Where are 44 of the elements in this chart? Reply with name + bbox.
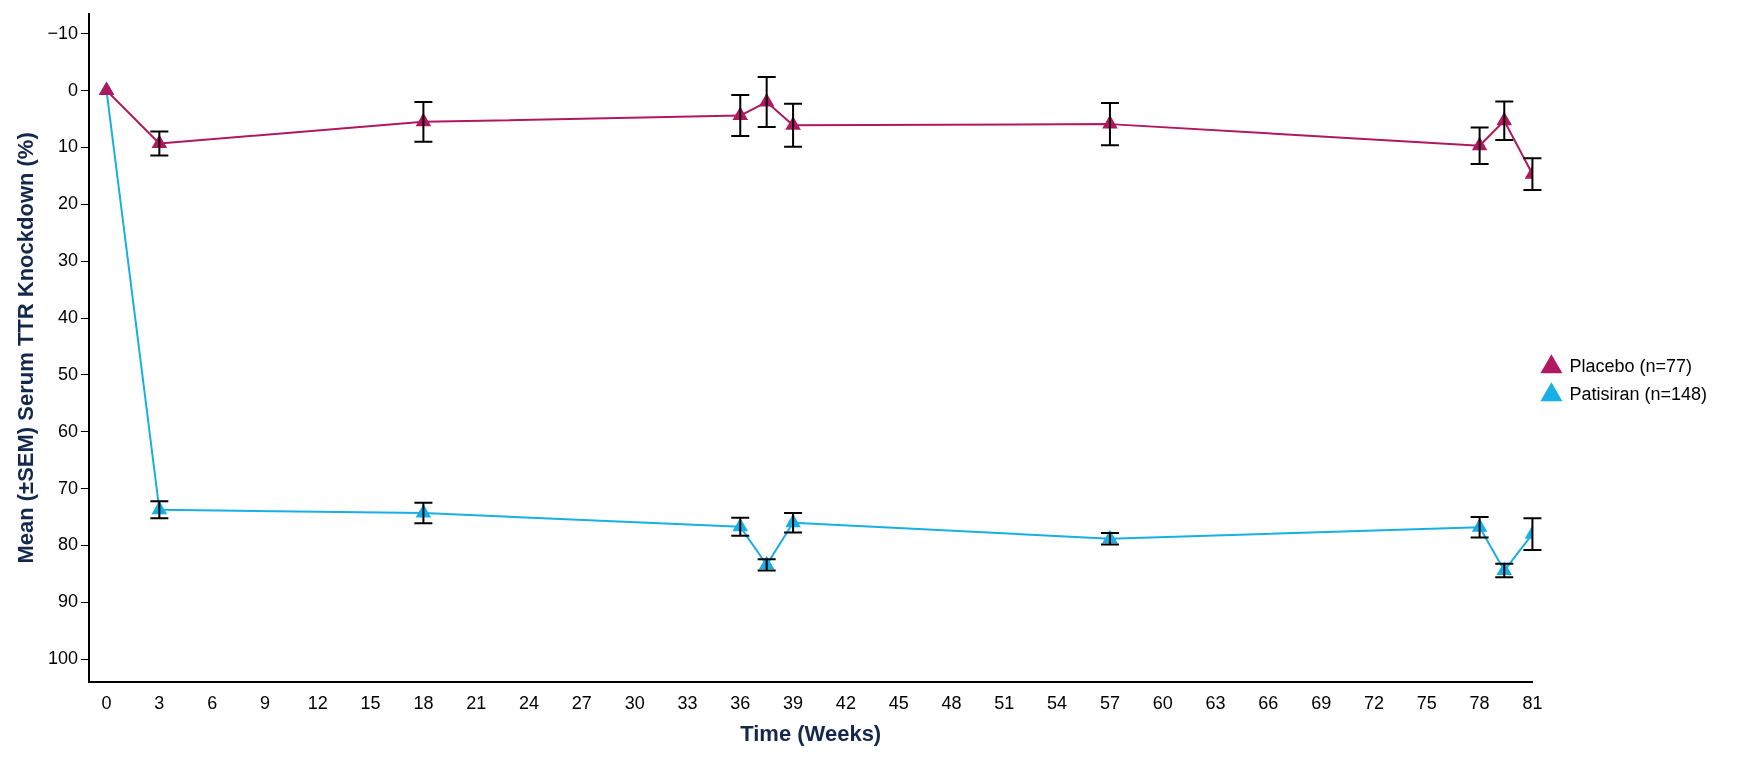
x-tick-label: 57: [1099, 692, 1120, 713]
x-tick-label: 21: [466, 692, 487, 713]
y-tick-label: 90: [57, 591, 78, 612]
x-tick-label: 6: [207, 692, 218, 713]
legend-label: Patisiran (n=148): [1569, 383, 1707, 404]
x-tick-label: 12: [307, 692, 328, 713]
x-tick-label: 33: [677, 692, 698, 713]
y-tick-label: 40: [57, 307, 78, 328]
y-tick-label: 10: [57, 136, 78, 157]
x-tick-label: 66: [1258, 692, 1279, 713]
y-tick-label: 100: [47, 648, 78, 669]
x-tick-label: 18: [413, 692, 434, 713]
x-tick-label: 36: [730, 692, 751, 713]
x-tick-label: 39: [783, 692, 804, 713]
x-tick-label: 30: [624, 692, 645, 713]
y-tick-label: 80: [57, 534, 78, 555]
x-tick-label: 48: [941, 692, 962, 713]
y-tick-label: 20: [57, 193, 78, 214]
y-tick-label: 30: [57, 250, 78, 271]
y-tick-label: 60: [57, 420, 78, 441]
x-tick-label: 63: [1205, 692, 1226, 713]
y-tick-label: −10: [47, 22, 78, 43]
y-axis-title: Mean (±SEM) Serum TTR Knockdown (%): [13, 132, 39, 564]
y-tick-label: 70: [57, 477, 78, 498]
x-tick-label: 78: [1469, 692, 1490, 713]
x-tick-label: 9: [259, 692, 270, 713]
x-tick-label: 45: [888, 692, 909, 713]
x-tick-label: 24: [519, 692, 540, 713]
x-axis-title: Time (Weeks): [740, 720, 882, 746]
x-tick-label: 3: [154, 692, 165, 713]
y-tick-label: 50: [57, 363, 78, 384]
legend-label: Placebo (n=77): [1569, 355, 1693, 376]
y-tick-label: 0: [67, 79, 78, 100]
x-tick-label: 27: [571, 692, 592, 713]
x-tick-label: 81: [1522, 692, 1543, 713]
x-tick-label: 0: [101, 692, 112, 713]
x-tick-label: 54: [1047, 692, 1068, 713]
x-tick-label: 51: [994, 692, 1015, 713]
x-tick-label: 72: [1363, 692, 1385, 713]
x-tick-label: 15: [360, 692, 381, 713]
x-tick-label: 42: [835, 692, 856, 713]
x-tick-label: 69: [1311, 692, 1332, 713]
x-tick-label: 60: [1152, 692, 1173, 713]
x-tick-label: 75: [1416, 692, 1437, 713]
